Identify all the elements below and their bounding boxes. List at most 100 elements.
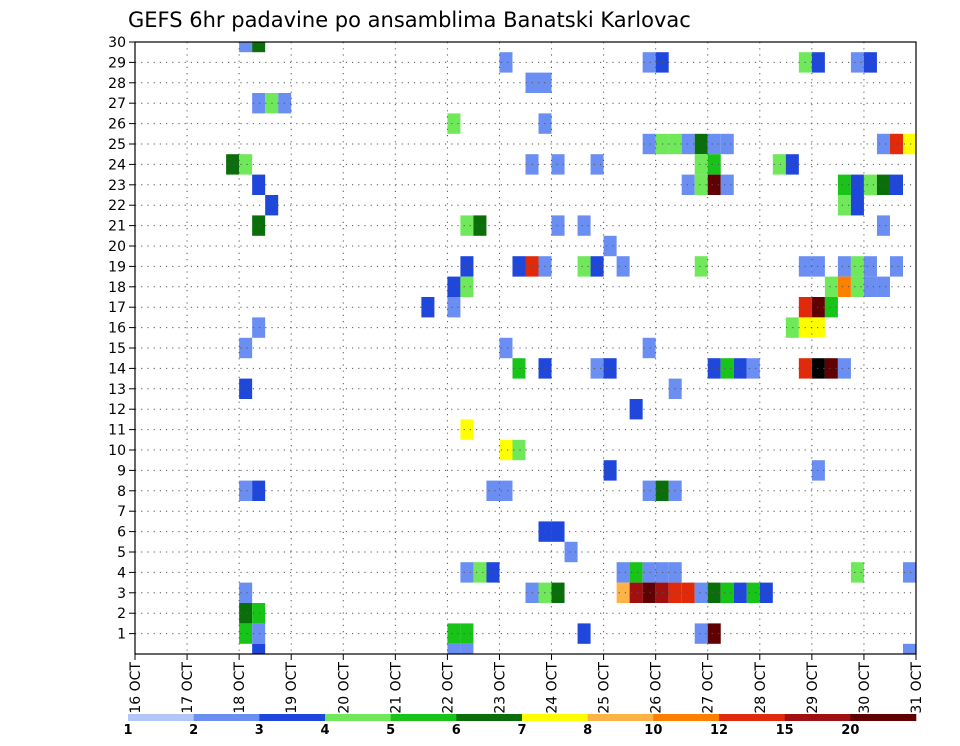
- y-tick-label: 19: [108, 259, 126, 275]
- heatmap-cell: [252, 42, 266, 53]
- y-tick-label: 10: [108, 443, 126, 459]
- heatmap-cell: [512, 439, 526, 461]
- heatmap-cell: [616, 562, 630, 583]
- heatmap-cell: [642, 480, 656, 501]
- heatmap-cell: [239, 337, 253, 359]
- x-tick-label: 25 OCT: [597, 662, 613, 714]
- heatmap-cell: [447, 113, 461, 134]
- heatmap-cell: [850, 256, 864, 277]
- colorbar-label: 5: [386, 723, 395, 738]
- heatmap-cell: [694, 623, 708, 644]
- colorbar-label: 15: [776, 723, 794, 738]
- heatmap-cell: [850, 276, 864, 297]
- y-tick-label: 3: [117, 586, 126, 602]
- heatmap-cell: [824, 297, 838, 318]
- y-tick-label: 4: [117, 565, 126, 581]
- heatmap-cell: [694, 256, 708, 277]
- colorbar-swatch: [128, 714, 194, 721]
- heatmap-cell: [850, 52, 864, 73]
- heatmap-cell: [551, 154, 565, 175]
- x-tick-label: 28 OCT: [753, 662, 769, 714]
- heatmap-cell: [252, 623, 266, 644]
- heatmap-cell: [577, 215, 591, 236]
- y-tick-label: 7: [117, 504, 126, 520]
- y-tick-label: 20: [108, 239, 126, 255]
- colorbar-label: 8: [583, 723, 592, 738]
- y-tick-label: 13: [108, 382, 126, 398]
- heatmap-cell: [577, 256, 591, 277]
- heatmap-cell: [512, 358, 526, 379]
- heatmap-cell: [811, 358, 825, 379]
- heatmap-cell: [551, 215, 565, 236]
- heatmap-cell: [499, 337, 513, 359]
- heatmap-cell: [252, 174, 266, 195]
- y-tick-label: 23: [108, 178, 126, 194]
- heatmap-cell: [681, 174, 695, 195]
- x-tick-label: 27 OCT: [701, 662, 717, 714]
- heatmap-cell: [603, 460, 617, 481]
- heatmap-cell: [252, 317, 266, 338]
- heatmap-cell: [252, 480, 266, 501]
- heatmap-cell: [746, 358, 760, 379]
- cells-layer: [226, 42, 916, 654]
- x-tick-label: 19 OCT: [284, 662, 300, 714]
- heatmap-cell: [720, 174, 734, 195]
- heatmap-cell: [837, 256, 851, 277]
- heatmap-cell: [460, 562, 474, 583]
- colorbar-swatch: [390, 714, 457, 721]
- x-axis: 16 OCT 17 OCT 18 OCT 19 OCT 20 OCT 21 OCT 22 O…: [128, 654, 925, 714]
- heatmap-cell: [629, 562, 643, 583]
- colorbar-label: 2: [189, 723, 198, 738]
- heatmap-cell: [694, 174, 708, 195]
- heatmap-cell: [863, 52, 877, 73]
- colorbar-label: 10: [644, 723, 662, 738]
- y-tick-label: 17: [108, 300, 126, 316]
- y-tick-label: 29: [108, 55, 126, 71]
- heatmap-cell: [486, 480, 500, 501]
- heatmap-cell: [707, 174, 721, 195]
- x-tick-label: 20 OCT: [336, 662, 352, 714]
- heatmap-cell: [733, 582, 747, 603]
- heatmap-cell: [707, 623, 721, 644]
- y-tick-label: 5: [117, 545, 126, 561]
- colorbar: 1 2 3 4 5 6 7 8 10 12 15 20: [123, 714, 917, 738]
- heatmap-cell: [694, 133, 708, 155]
- heatmap-cell: [239, 480, 253, 501]
- heatmap-cell: [811, 256, 825, 277]
- colorbar-label: 4: [320, 723, 329, 738]
- x-tick-label: 21 OCT: [388, 662, 404, 714]
- colorbar-swatch: [259, 714, 326, 721]
- heatmap-cell: [447, 643, 461, 654]
- heatmap-cell: [811, 460, 825, 481]
- colorbar-label: 3: [255, 723, 264, 738]
- x-tick-label: 26 OCT: [649, 662, 665, 714]
- heatmap-cell: [499, 52, 513, 73]
- y-tick-label: 12: [108, 402, 126, 418]
- heatmap-cell: [590, 358, 604, 379]
- colorbar-swatch: [193, 714, 260, 721]
- y-tick-label: 24: [108, 157, 126, 173]
- heatmap-cell: [252, 215, 266, 236]
- heatmap-cell: [733, 358, 747, 379]
- heatmap-cell: [720, 133, 734, 155]
- heatmap-cell: [642, 52, 656, 73]
- heatmap-cell: [460, 623, 474, 644]
- heatmap-cell: [551, 521, 565, 542]
- heatmap-cell: [707, 358, 721, 379]
- heatmap-cell: [499, 439, 513, 461]
- colorbar-swatch: [850, 714, 917, 721]
- x-tick-label: 18 OCT: [232, 662, 248, 714]
- x-tick-label: 24 OCT: [545, 662, 561, 714]
- x-tick-label: 23 OCT: [492, 662, 508, 714]
- y-tick-label: 21: [108, 219, 126, 235]
- heatmap-cell: [863, 174, 877, 195]
- heatmap-cell: [460, 643, 474, 654]
- colorbar-label: 6: [452, 723, 461, 738]
- x-tick-label: 29 OCT: [805, 662, 821, 714]
- heatmap-cell: [252, 643, 266, 654]
- heatmap-cell: [512, 256, 526, 277]
- heatmap-cell: [772, 154, 786, 175]
- x-tick-label: 30 OCT: [857, 662, 873, 714]
- heatmap-cell: [720, 358, 734, 379]
- heatmap-cell: [863, 276, 877, 297]
